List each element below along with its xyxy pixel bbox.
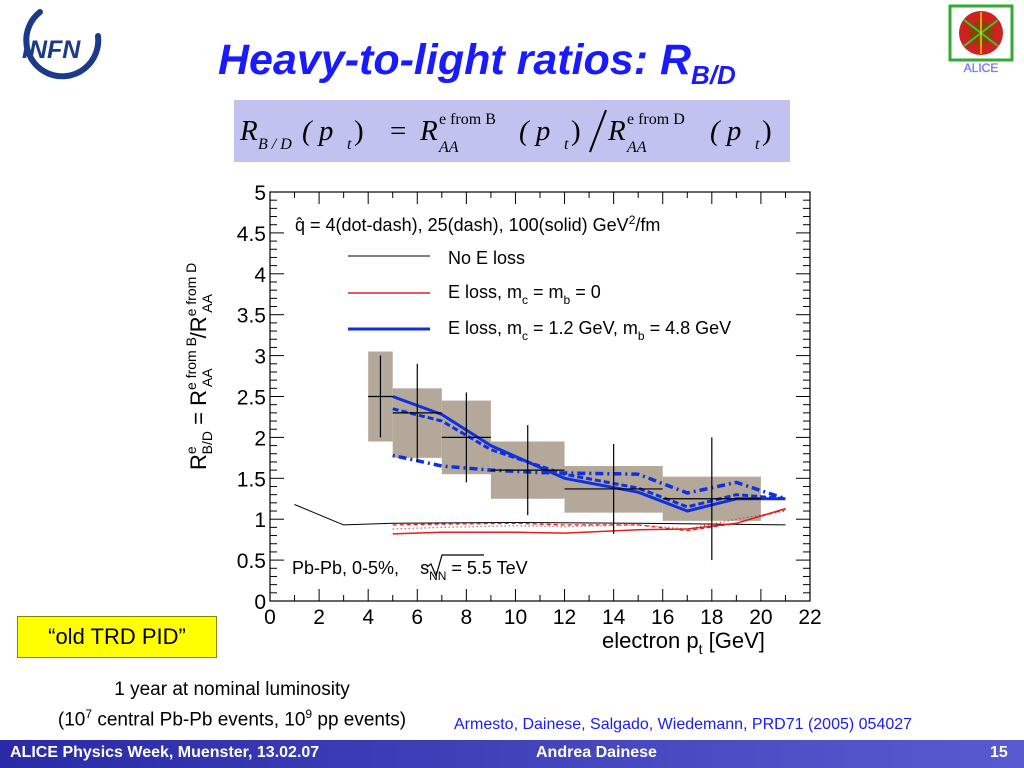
x-axis-label: electron pt [GeV] [602, 628, 765, 657]
infn-logo: INFN [22, 9, 102, 80]
x-tick-label-8: 16 [651, 606, 674, 629]
luminosity-line1: 1 year at nominal luminosity [114, 679, 350, 700]
footer-event: ALICE Physics Week, Muenster, 13.02.07 [10, 744, 320, 761]
formula-r2-arg-sub: t [755, 136, 760, 153]
curve-black-thin [294, 504, 786, 526]
formula-r2: R [607, 115, 626, 147]
formula-r1-arg-close: ) [571, 115, 581, 147]
formula-r2-sup: e from D [627, 111, 685, 128]
formula-r2-sub: AA [626, 139, 647, 156]
legend-entry-eloss-massive: E loss, mc = 1.2 GeV, mb = 4.8 GeV [448, 318, 731, 343]
x-tick-label-9: 18 [700, 606, 723, 629]
y-axis-label: ReB/D = Re from BAA/Re from DAA [183, 263, 215, 470]
formula-r1: R [419, 115, 438, 147]
trd-pid-label: “old TRD PID” [17, 616, 217, 658]
legend-header: q̂ = 4(dot-dash), 25(dash), 100(solid) G… [295, 213, 660, 235]
collision-annotation: Pb-Pb, 0-5%, sNN = 5.5 TeV [292, 558, 528, 583]
luminosity-line2: (107 central Pb-Pb events, 109 pp events… [57, 707, 407, 731]
formula-r2-arg-close: ) [762, 115, 772, 147]
page-title: Heavy-to-light ratios: RB/D [218, 36, 736, 91]
y-tick-label-8: 4 [254, 264, 266, 287]
x-tick-label-0: 0 [264, 606, 276, 629]
curve-blue-dash [392, 407, 786, 509]
y-tick-label-5: 2.5 [237, 387, 266, 410]
x-tick-label-3: 6 [411, 606, 423, 629]
y-tick-label-10: 5 [254, 182, 266, 205]
curve-red-dash [392, 508, 786, 532]
ratio-chart: 0 0.5 1 1.5 2 2.5 3 3.5 4 4.5 5 0 2 4 6 8 10 12 14 16 18 20 2… [183, 182, 822, 657]
curve-red-dotdash [392, 510, 786, 530]
curve-blue-dotdash [392, 453, 787, 501]
formula-lhs-arg-close: ) [354, 115, 364, 147]
x-tick-label-1: 2 [313, 606, 325, 629]
y-tick-label-7: 3.5 [237, 305, 266, 328]
footer-page-number: 15 [990, 744, 1008, 761]
x-tick-label-7: 14 [602, 606, 626, 629]
y-tick-label-6: 3 [254, 346, 266, 369]
y-tick-label-9: 4.5 [237, 223, 266, 246]
data-points [368, 355, 761, 561]
footer-author: Andrea Dainese [536, 744, 657, 761]
plot-frame [269, 191, 811, 602]
x-tick-labels: 0 2 4 6 8 10 12 14 16 18 20 22 [264, 606, 822, 629]
x-tick-label-5: 10 [504, 606, 527, 629]
x-tick-label-2: 4 [362, 606, 374, 629]
alice-logo-text: ALICE [964, 61, 999, 74]
formula-r1-arg-sub: t [564, 136, 569, 153]
page-title-sub: B/D [691, 60, 736, 90]
legend-entry-no-eloss: No E loss [448, 248, 525, 268]
luminosity-note: 1 year at nominal luminosity (107 centra… [18, 677, 446, 732]
formula-box: R B / D ( p t ) = R e from B AA ( p t ) … [234, 100, 790, 162]
formula-lhs-arg: ( p [302, 115, 333, 147]
formula-r2-arg: ( p [710, 115, 741, 147]
alice-logo: ALICE [948, 4, 1014, 74]
formula-lhs-sub: B / D [258, 136, 292, 153]
y-tick-labels: 0 0.5 1 1.5 2 2.5 3 3.5 4 4.5 5 [237, 182, 267, 614]
y-tick-label-1: 0.5 [237, 550, 266, 573]
formula: R B / D ( p t ) = R e from B AA ( p t ) … [239, 109, 772, 156]
infn-logo-text: INFN [22, 36, 81, 64]
formula-lhs-r: R [239, 115, 258, 147]
formula-lhs-arg-sub: t [347, 136, 352, 153]
y-tick-label-3: 1.5 [237, 468, 266, 491]
page-title-main: Heavy-to-light ratios: R [218, 36, 692, 84]
formula-r1-sup: e from B [439, 111, 496, 128]
y-tick-label-4: 2 [254, 427, 266, 450]
axis-ticks [269, 191, 811, 602]
curve-blue-solid [392, 395, 786, 513]
formula-r1-arg: ( p [519, 115, 550, 147]
legend-entry-eloss-massless: E loss, mc = mb = 0 [448, 282, 601, 307]
sqrt-sign [426, 554, 484, 578]
x-tick-label-6: 12 [553, 606, 576, 629]
systematic-bands [368, 351, 761, 521]
x-tick-label-10: 20 [749, 606, 772, 629]
x-tick-label-4: 8 [461, 606, 473, 629]
formula-fraction-slash [589, 109, 607, 153]
footer-bar: ALICE Physics Week, Muenster, 13.02.07 A… [0, 740, 1024, 768]
formula-equals: = [390, 115, 406, 147]
reference-citation: Armesto, Dainese, Salgado, Wiedemann, PR… [454, 716, 913, 733]
x-tick-label-11: 22 [798, 606, 821, 629]
model-curves [294, 395, 787, 535]
formula-r1-sub: AA [438, 139, 459, 156]
y-tick-label-2: 1 [254, 509, 266, 532]
y-tick-label-0: 0 [254, 591, 266, 614]
